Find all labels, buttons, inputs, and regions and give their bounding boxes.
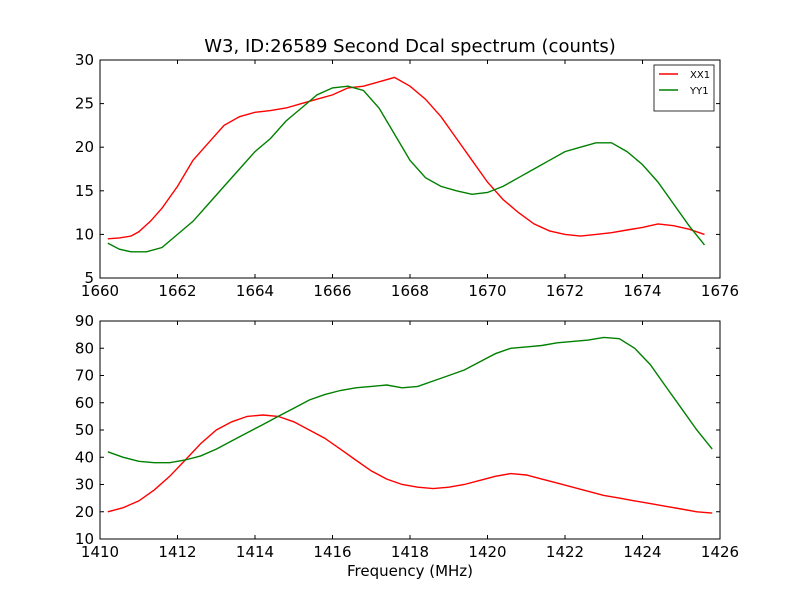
x-tick-label: 1416 [313, 543, 351, 561]
x-tick-label: 1660 [81, 282, 119, 300]
legend-label-xx1: XX1 [690, 70, 710, 81]
x-tick-label: 1674 [623, 282, 661, 300]
y-tick-label: 20 [75, 138, 94, 156]
x-tick-label: 1426 [701, 543, 739, 561]
y-tick-label: 15 [75, 182, 94, 200]
x-tick-label: 1424 [623, 543, 661, 561]
y-tick-label: 5 [84, 269, 94, 287]
x-tick-label: 1412 [158, 543, 196, 561]
x-tick-label: 1662 [158, 282, 196, 300]
x-tick-label: 1668 [391, 282, 429, 300]
legend-label-yy1: YY1 [689, 86, 709, 97]
y-tick-label: 20 [75, 503, 94, 521]
y-tick-label: 25 [75, 95, 94, 113]
legend-box [653, 64, 715, 112]
x-tick-label: 1420 [468, 543, 506, 561]
x-tick-label: 1672 [546, 282, 584, 300]
series-line-series-1 [107, 336, 713, 464]
x-tick-label: 1676 [701, 282, 739, 300]
y-tick-label: 10 [75, 530, 94, 548]
chart-title: W3, ID:26589 Second Dcal spectrum (count… [204, 36, 616, 57]
x-axis-label: Frequency (MHz) [347, 562, 473, 580]
plot-area [99, 320, 721, 540]
series-line-xx1 [107, 76, 705, 240]
y-tick-label: 50 [75, 421, 94, 439]
bottom-subplot: 1410 1412 1414 1416 1418 1420 1422 1424 1426 10 20… [75, 312, 739, 580]
x-tick-label: 1422 [546, 543, 584, 561]
y-tick-label: 30 [75, 51, 94, 69]
plot-area [99, 59, 721, 279]
y-tick-label: 70 [75, 367, 94, 385]
y-tick-label: 10 [75, 225, 94, 243]
x-tick-label: 1414 [236, 543, 274, 561]
x-tick-label: 1666 [313, 282, 351, 300]
x-tick-label: 1670 [468, 282, 506, 300]
series-line-yy1 [107, 85, 706, 253]
x-tick-label: 1410 [81, 543, 119, 561]
y-tick-label: 40 [75, 448, 94, 466]
y-tick-label: 60 [75, 394, 94, 412]
x-tick-label: 1418 [391, 543, 429, 561]
y-tick-label: 30 [75, 476, 94, 494]
y-tick-label: 80 [75, 339, 94, 357]
x-tick-label: 1664 [236, 282, 274, 300]
top-subplot: 1660 1662 1664 1666 1668 1670 1672 1674 1676 5 10 1… [75, 36, 739, 300]
y-tick-label: 90 [75, 312, 94, 330]
series-line-series-0 [107, 414, 713, 514]
